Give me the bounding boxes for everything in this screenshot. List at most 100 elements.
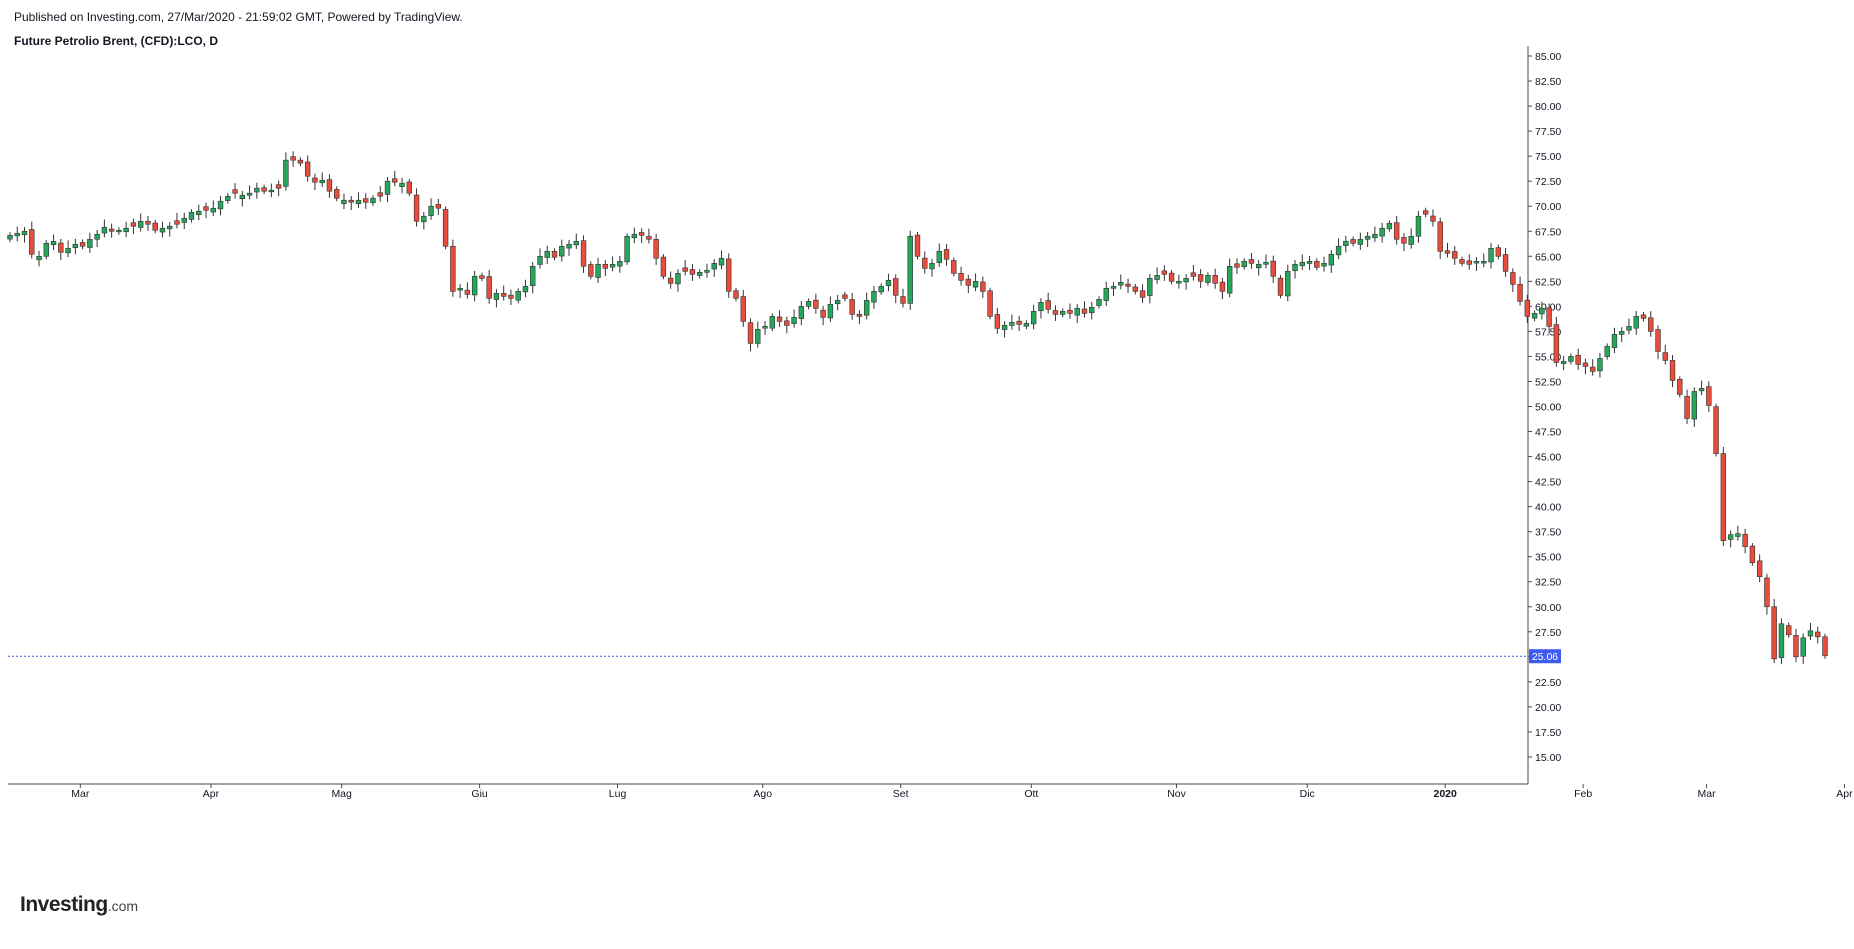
candle-body <box>726 258 732 292</box>
candle-body <box>493 293 500 300</box>
candle-body <box>602 263 609 269</box>
candle-body <box>1822 636 1828 657</box>
candle-body <box>893 278 899 296</box>
candle-body <box>174 220 180 225</box>
candle-body <box>958 273 964 281</box>
candle-body <box>1103 288 1109 301</box>
candle-body <box>450 245 456 292</box>
candle-body <box>784 320 790 326</box>
candle-body <box>1161 270 1168 275</box>
candle-body <box>914 234 921 257</box>
candle-body <box>863 300 870 316</box>
candle-body <box>813 299 819 309</box>
candle-body <box>392 178 398 183</box>
candle-body <box>588 264 594 277</box>
candle-body <box>1430 215 1436 222</box>
candle-body <box>363 198 369 203</box>
candle-body <box>1742 533 1748 547</box>
logo-text: Investing <box>20 893 108 916</box>
candle-body <box>1176 281 1182 284</box>
candle-body <box>500 293 507 297</box>
candle-body <box>704 270 710 273</box>
candle-body <box>1546 307 1552 327</box>
candle-body <box>181 217 187 223</box>
candle-body <box>1662 352 1668 361</box>
candle-body <box>1560 361 1567 364</box>
candle-body <box>1415 215 1422 237</box>
candle-body <box>1684 395 1690 419</box>
candle-body <box>769 316 776 329</box>
candle-body <box>1611 334 1618 348</box>
candle-body <box>246 192 253 196</box>
candle-body <box>943 249 950 260</box>
candle-body <box>1292 263 1298 272</box>
candle-body <box>1655 329 1661 352</box>
candle-body <box>907 235 913 304</box>
candle-body <box>798 306 805 319</box>
x-tick-label: Dic <box>1300 788 1315 800</box>
candle-body <box>922 257 928 269</box>
candle-body <box>283 159 289 187</box>
y-tick-label: 32.50 <box>1535 577 1561 589</box>
y-tick-label: 27.50 <box>1535 627 1561 639</box>
candle-body <box>747 322 754 344</box>
candle-body <box>1589 366 1596 372</box>
candle-body <box>871 291 877 303</box>
candle-body <box>689 269 696 275</box>
candle-body <box>878 286 884 293</box>
candle-body <box>29 229 35 255</box>
candle-body <box>1539 308 1545 315</box>
candle-body <box>65 247 71 254</box>
candle-body <box>72 243 79 248</box>
candle-body <box>1067 309 1073 314</box>
candle-body <box>595 263 601 278</box>
x-tick-label: Feb <box>1574 788 1592 800</box>
candle-body <box>711 262 717 270</box>
candle-body <box>464 289 471 295</box>
candle-body <box>900 296 906 304</box>
candle-body <box>1001 325 1008 330</box>
y-tick-label: 80.00 <box>1535 101 1561 113</box>
candle-body <box>834 300 841 305</box>
candle-body <box>188 211 195 220</box>
candle-body <box>1531 313 1538 319</box>
x-tick-label: Ago <box>753 788 772 800</box>
candle-body <box>537 255 543 265</box>
candle-body <box>609 263 616 268</box>
candle-body <box>646 236 652 240</box>
candle-body <box>275 184 282 189</box>
candle-body <box>210 207 216 213</box>
candle-body <box>1502 254 1509 272</box>
candle-body <box>196 210 202 216</box>
candle-body <box>1016 320 1022 325</box>
last-price-label: 25.06 <box>1532 651 1558 663</box>
candle-body <box>1597 358 1603 372</box>
candle-body <box>304 161 311 177</box>
candle-body <box>1524 299 1531 317</box>
candle-body <box>399 182 405 187</box>
candle-body <box>7 234 13 240</box>
candle-body <box>573 240 579 246</box>
candle-body <box>1372 233 1378 239</box>
candle-body <box>1756 560 1763 578</box>
candle-body <box>1720 453 1727 541</box>
candle-body <box>1132 286 1139 292</box>
candle-body <box>319 179 325 184</box>
candle-body <box>544 250 550 258</box>
candle-body <box>791 317 797 324</box>
candle-body <box>108 228 115 232</box>
candle-body <box>559 245 565 257</box>
candle-body <box>1190 272 1197 277</box>
candle-body <box>87 238 93 248</box>
candle-body <box>972 281 979 288</box>
candle-body <box>856 314 863 317</box>
candle-body <box>152 222 158 231</box>
candle-body <box>1045 300 1051 310</box>
candle-body <box>551 250 558 258</box>
candle-body <box>239 194 246 200</box>
candle-body <box>660 256 667 277</box>
candle-body <box>1205 275 1211 283</box>
x-tick-label: Apr <box>1836 788 1853 800</box>
candle-body <box>762 326 768 329</box>
